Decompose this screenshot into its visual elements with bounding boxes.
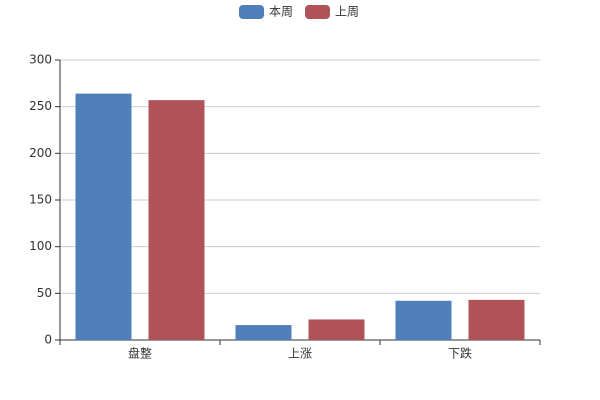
y-tick-label: 150 <box>29 193 52 207</box>
legend-icon[interactable] <box>239 5 264 19</box>
y-tick-label: 0 <box>44 333 52 347</box>
bar <box>395 300 452 340</box>
bar <box>235 325 292 340</box>
y-tick-label: 300 <box>29 53 52 67</box>
legend-label[interactable]: 上周 <box>335 5 359 19</box>
y-tick-label: 250 <box>29 99 52 113</box>
y-tick-label: 200 <box>29 146 52 160</box>
x-tick-label: 盘整 <box>128 346 152 361</box>
legend-label[interactable]: 本周 <box>269 5 293 19</box>
bar <box>468 299 525 340</box>
x-tick-label: 下跌 <box>448 346 472 361</box>
x-tick-label: 上涨 <box>288 346 312 361</box>
bar <box>75 93 132 340</box>
y-tick-label: 100 <box>29 239 52 253</box>
bar <box>308 319 365 340</box>
bar <box>148 100 205 340</box>
y-tick-label: 50 <box>37 286 52 300</box>
legend-icon[interactable] <box>305 5 330 19</box>
